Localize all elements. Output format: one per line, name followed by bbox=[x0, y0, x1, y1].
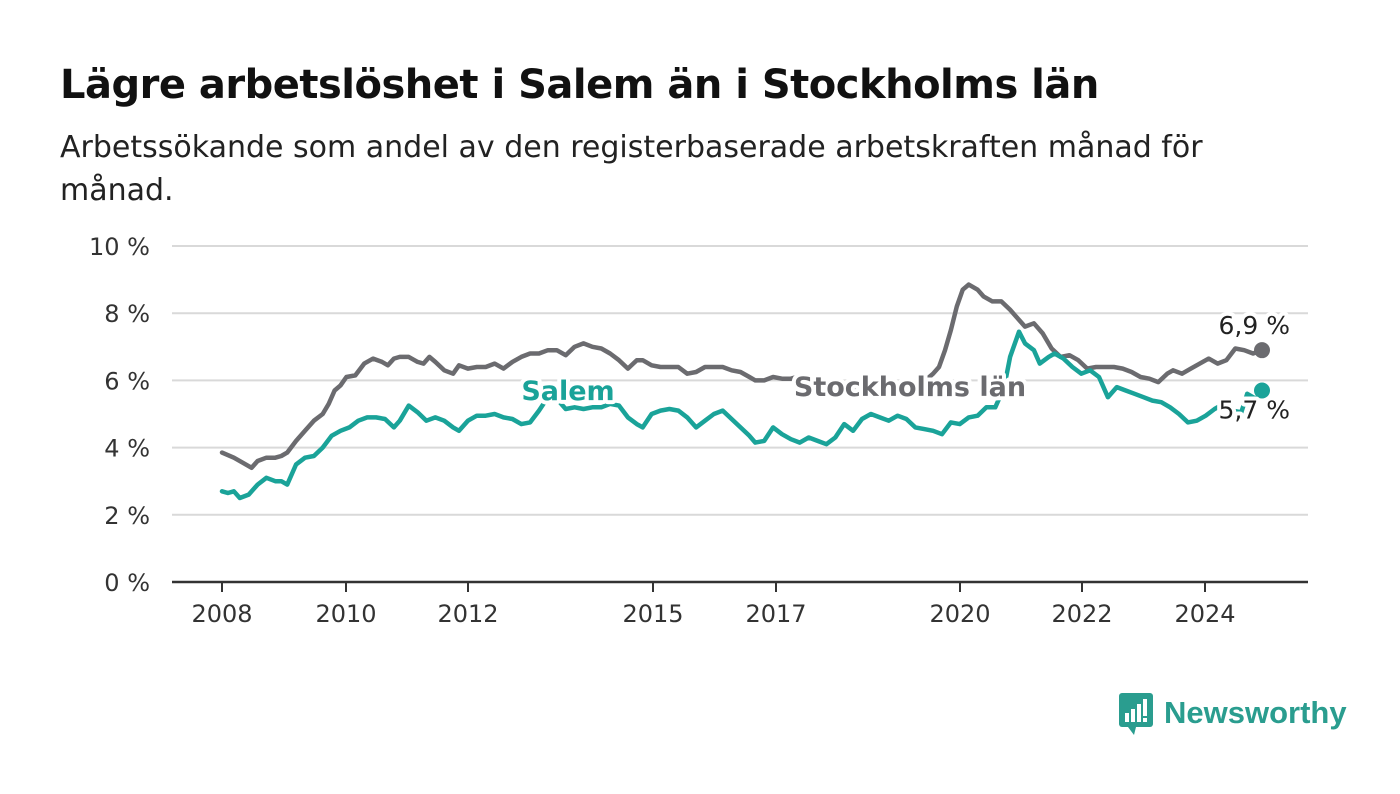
y-tick-label: 0 % bbox=[104, 569, 150, 597]
chart-title: Lägre arbetslöshet i Salem än i Stockhol… bbox=[60, 62, 1099, 108]
series-line-salem bbox=[219, 329, 1265, 501]
series-lines bbox=[219, 282, 1270, 501]
series-end-dot-stockholms-län bbox=[1254, 342, 1270, 359]
end-value-label-salem-halo: 5,7 % bbox=[1219, 395, 1290, 424]
series-end-dot-salem bbox=[1254, 382, 1270, 399]
x-tick-label: 2020 bbox=[929, 600, 990, 628]
series-line-stockholms-län bbox=[219, 282, 1265, 471]
chart-subtitle: Arbetssökande som andel av den registerb… bbox=[60, 130, 1203, 208]
end-value-label-salem: 5,7 % bbox=[1219, 395, 1290, 424]
x-tick-label: 2008 bbox=[191, 600, 252, 628]
end-value-label-stockholm: 6,9 % bbox=[1219, 311, 1290, 340]
newsworthy-brand[interactable]: Newsworthy bbox=[1118, 690, 1347, 736]
y-tick-label: 4 % bbox=[104, 435, 150, 463]
series-label-stockholm-halo: Stockholms län bbox=[794, 372, 1026, 403]
series-label-stockholm: Stockholms län bbox=[794, 372, 1026, 403]
x-tick-label: 2022 bbox=[1051, 600, 1112, 628]
series-label-salem-halo: Salem bbox=[521, 376, 614, 407]
gridlines bbox=[172, 245, 1308, 516]
x-tick-label: 2010 bbox=[315, 600, 376, 628]
y-tick-label: 10 % bbox=[89, 233, 150, 261]
series-label-salem: Salem bbox=[521, 376, 614, 407]
y-tick-label: 8 % bbox=[104, 300, 150, 328]
axes: 0 % 2 % 4 % 6 % 8 % 10 % 2008 2010 2012 2015 2017 2… bbox=[89, 233, 1308, 628]
end-value-label-stockholm-halo: 6,9 % bbox=[1219, 311, 1290, 340]
x-tick-label: 2012 bbox=[437, 600, 498, 628]
newsworthy-logo-icon bbox=[1119, 693, 1153, 735]
y-tick-label: 2 % bbox=[104, 502, 150, 530]
x-tick-label: 2017 bbox=[745, 600, 806, 628]
brand-name: Newsworthy bbox=[1164, 695, 1347, 730]
x-tick-label: 2024 bbox=[1174, 600, 1235, 628]
x-tick-label: 2015 bbox=[622, 600, 683, 628]
y-tick-label: 6 % bbox=[104, 367, 150, 395]
